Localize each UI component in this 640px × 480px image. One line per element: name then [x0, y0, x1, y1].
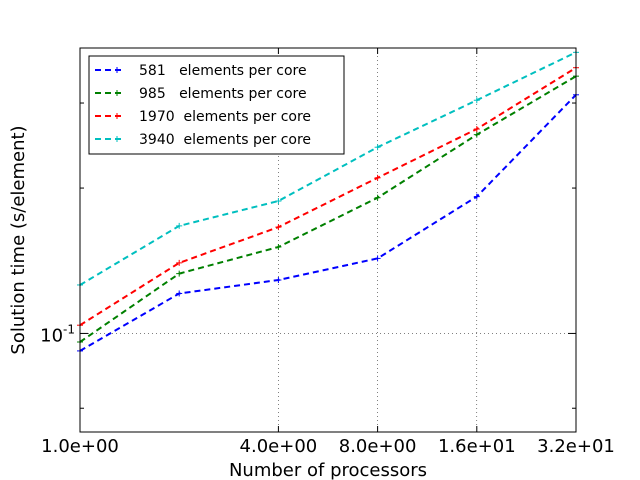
- data-point: [473, 131, 480, 138]
- data-point: [374, 144, 381, 151]
- legend-entry: 581 elements per core: [95, 63, 307, 79]
- data-point: [275, 224, 282, 231]
- series-line-4: [79, 51, 577, 286]
- x-tick-label: 1.6e+01: [438, 436, 516, 457]
- data-point: [374, 255, 381, 262]
- y-tick-label: 10-1: [40, 322, 75, 346]
- y-axis-label: Solution time (s/element): [8, 125, 29, 354]
- data-point: [275, 243, 282, 250]
- series-lines: [77, 49, 579, 354]
- series-line-3: [79, 66, 577, 327]
- data-point: [374, 194, 381, 201]
- axis-ticks: [79, 48, 577, 432]
- tick-labels: 1.0e+00 4.0e+00 8.0e+00 1.6e+01 3.2e+01 10-1: [40, 322, 615, 457]
- legend-label: 1970 elements per core: [139, 109, 311, 125]
- legend-entry: 3940 elements per core: [95, 132, 311, 148]
- x-tick-label: 4.0e+00: [240, 436, 318, 457]
- data-point: [473, 193, 480, 200]
- x-tick-label: 8.0e+00: [339, 436, 417, 457]
- legend-label: 985 elements per core: [139, 86, 307, 102]
- x-tick-label: 1.0e+00: [41, 436, 119, 457]
- legend-label: 3940 elements per core: [139, 132, 311, 148]
- data-point: [176, 290, 183, 297]
- plot-frame: [79, 47, 577, 433]
- legend-label: 581 elements per core: [139, 63, 307, 79]
- data-point: [176, 222, 183, 229]
- series-line-1: [79, 94, 577, 352]
- data-point: [176, 259, 183, 266]
- legend-entry: 1970 elements per core: [95, 109, 311, 125]
- x-axis-label: Number of processors: [229, 460, 427, 480]
- data-point: [374, 174, 381, 181]
- series-line-2: [79, 75, 577, 343]
- legend: 581 elements per core 985 elements per co…: [88, 55, 345, 155]
- data-point: [275, 198, 282, 205]
- x-tick-label: 3.2e+01: [537, 436, 615, 457]
- data-point: [473, 126, 480, 133]
- legend-box: [88, 55, 345, 155]
- data-point: [473, 97, 480, 104]
- data-point: [275, 277, 282, 284]
- legend-entry: 985 elements per core: [95, 86, 307, 102]
- data-point: [176, 270, 183, 277]
